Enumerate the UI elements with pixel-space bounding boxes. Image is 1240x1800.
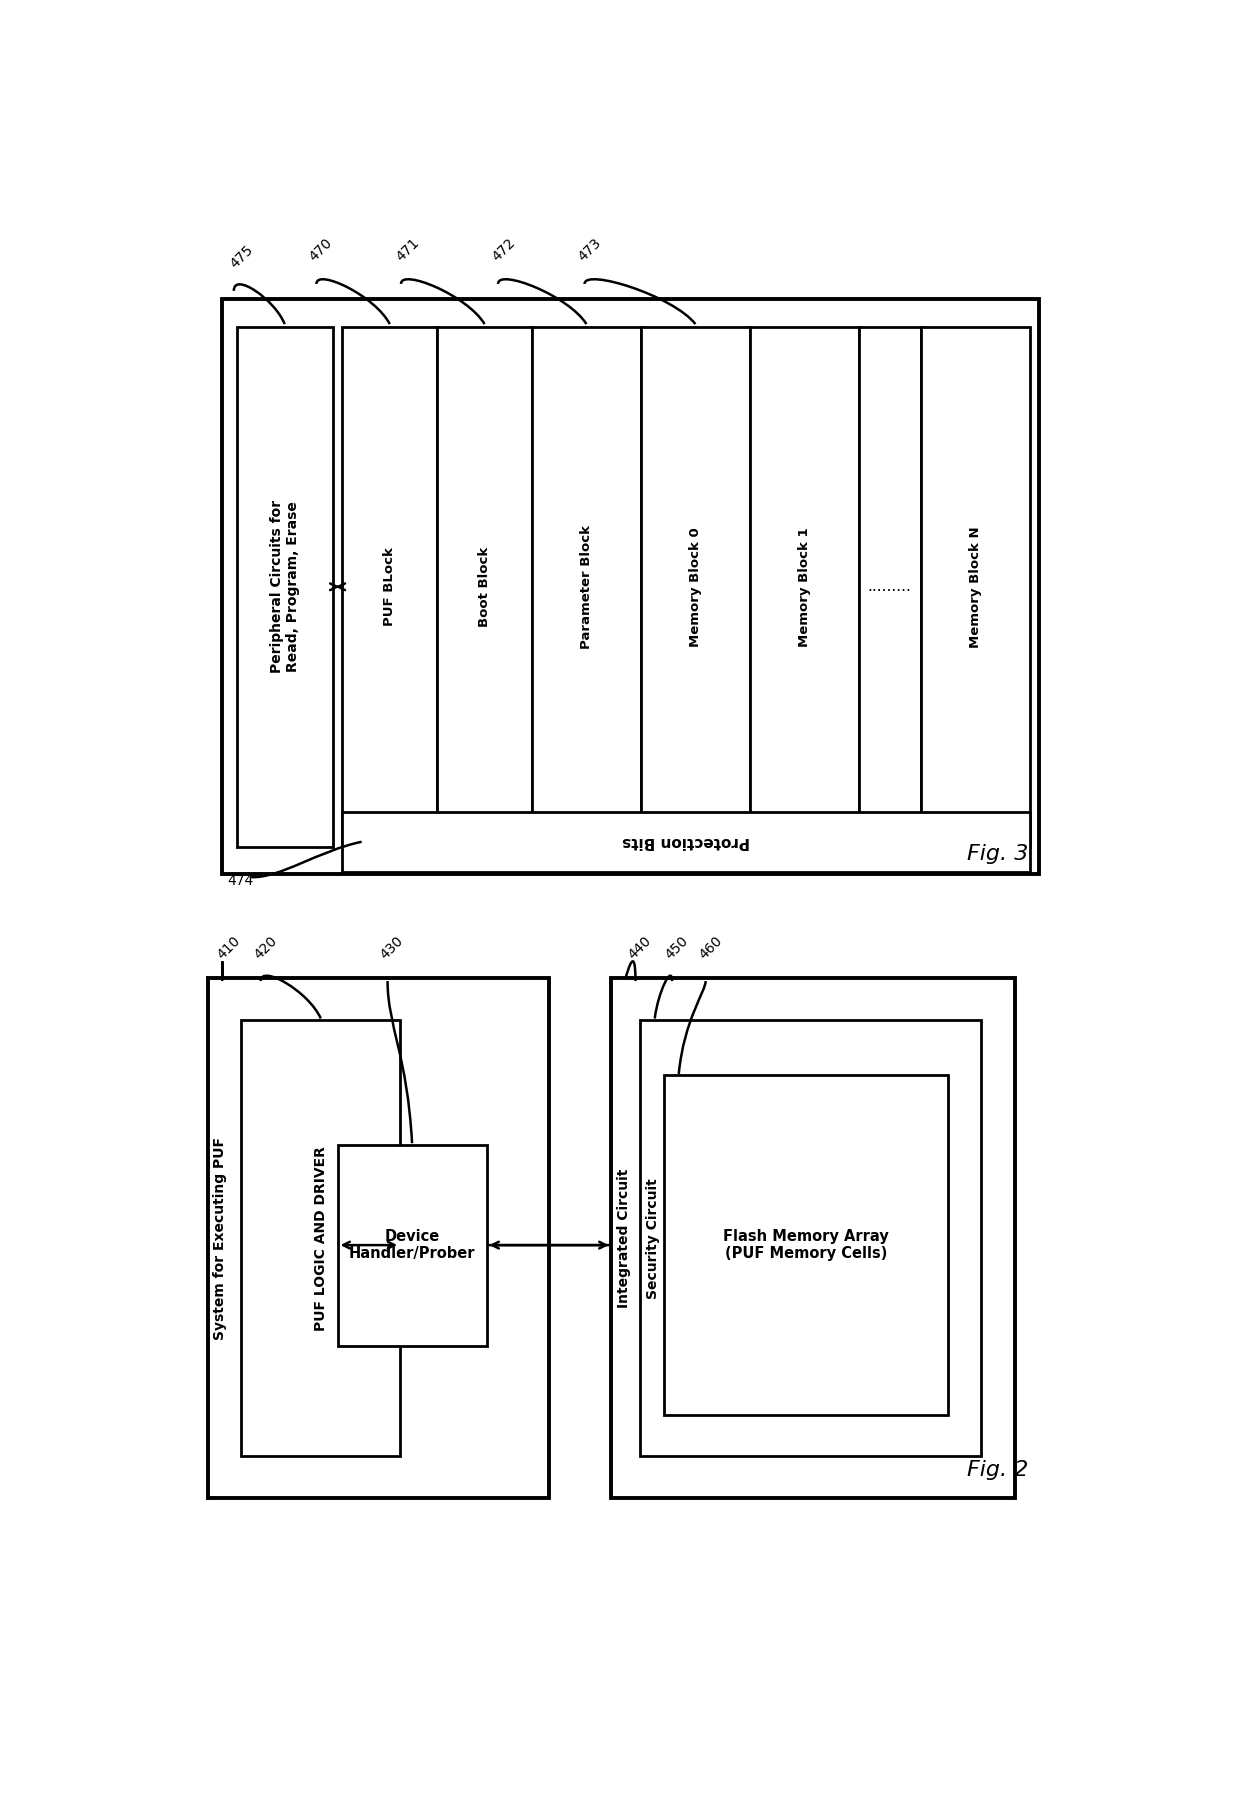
Bar [208, 979, 549, 1498]
Bar [438, 328, 532, 846]
Text: 420: 420 [250, 932, 279, 961]
Text: 474: 474 [227, 875, 253, 889]
Text: Memory Block 0: Memory Block 0 [689, 527, 702, 646]
Text: 410: 410 [215, 932, 243, 961]
Text: Memory Block 1: Memory Block 1 [797, 527, 811, 646]
Text: 430: 430 [378, 932, 407, 961]
Text: Protection Bits: Protection Bits [622, 833, 750, 850]
Bar [611, 979, 1016, 1498]
Text: .........: ......... [868, 580, 911, 594]
Text: System for Executing PUF: System for Executing PUF [213, 1136, 227, 1339]
Bar [641, 328, 750, 846]
Text: Flash Memory Array
(PUF Memory Cells): Flash Memory Array (PUF Memory Cells) [723, 1229, 889, 1262]
Text: 472: 472 [490, 236, 518, 265]
Text: 475: 475 [227, 243, 255, 272]
Bar [750, 328, 859, 846]
Bar [665, 1075, 947, 1415]
Bar [859, 328, 920, 846]
Text: PUF LOGIC AND DRIVER: PUF LOGIC AND DRIVER [314, 1147, 327, 1330]
Bar [920, 328, 1029, 846]
Bar [532, 328, 641, 846]
Text: Peripheral Circuits for
Read, Program, Erase: Peripheral Circuits for Read, Program, E… [269, 500, 300, 673]
Text: Fig. 2: Fig. 2 [967, 1460, 1028, 1480]
Text: Integrated Circuit: Integrated Circuit [618, 1168, 631, 1309]
Text: 471: 471 [393, 236, 422, 265]
Text: Security Circuit: Security Circuit [646, 1177, 660, 1298]
Text: 440: 440 [626, 932, 655, 961]
Text: 450: 450 [662, 932, 691, 961]
Bar [242, 1021, 401, 1456]
Text: Parameter Block: Parameter Block [580, 526, 593, 648]
Bar [237, 328, 332, 846]
Text: Device
Handler/Prober: Device Handler/Prober [348, 1229, 475, 1262]
Bar [337, 1145, 486, 1346]
Text: Fig. 3: Fig. 3 [967, 844, 1028, 864]
Bar [222, 299, 1039, 875]
Text: Memory Block N: Memory Block N [968, 526, 982, 648]
Text: 460: 460 [696, 932, 724, 961]
Text: PUF BLock: PUF BLock [383, 547, 397, 626]
Bar [640, 1021, 982, 1456]
Text: 473: 473 [575, 236, 604, 265]
Bar [342, 812, 1029, 871]
Bar [342, 328, 438, 846]
Text: Boot Block: Boot Block [479, 547, 491, 626]
Text: 470: 470 [306, 236, 335, 265]
